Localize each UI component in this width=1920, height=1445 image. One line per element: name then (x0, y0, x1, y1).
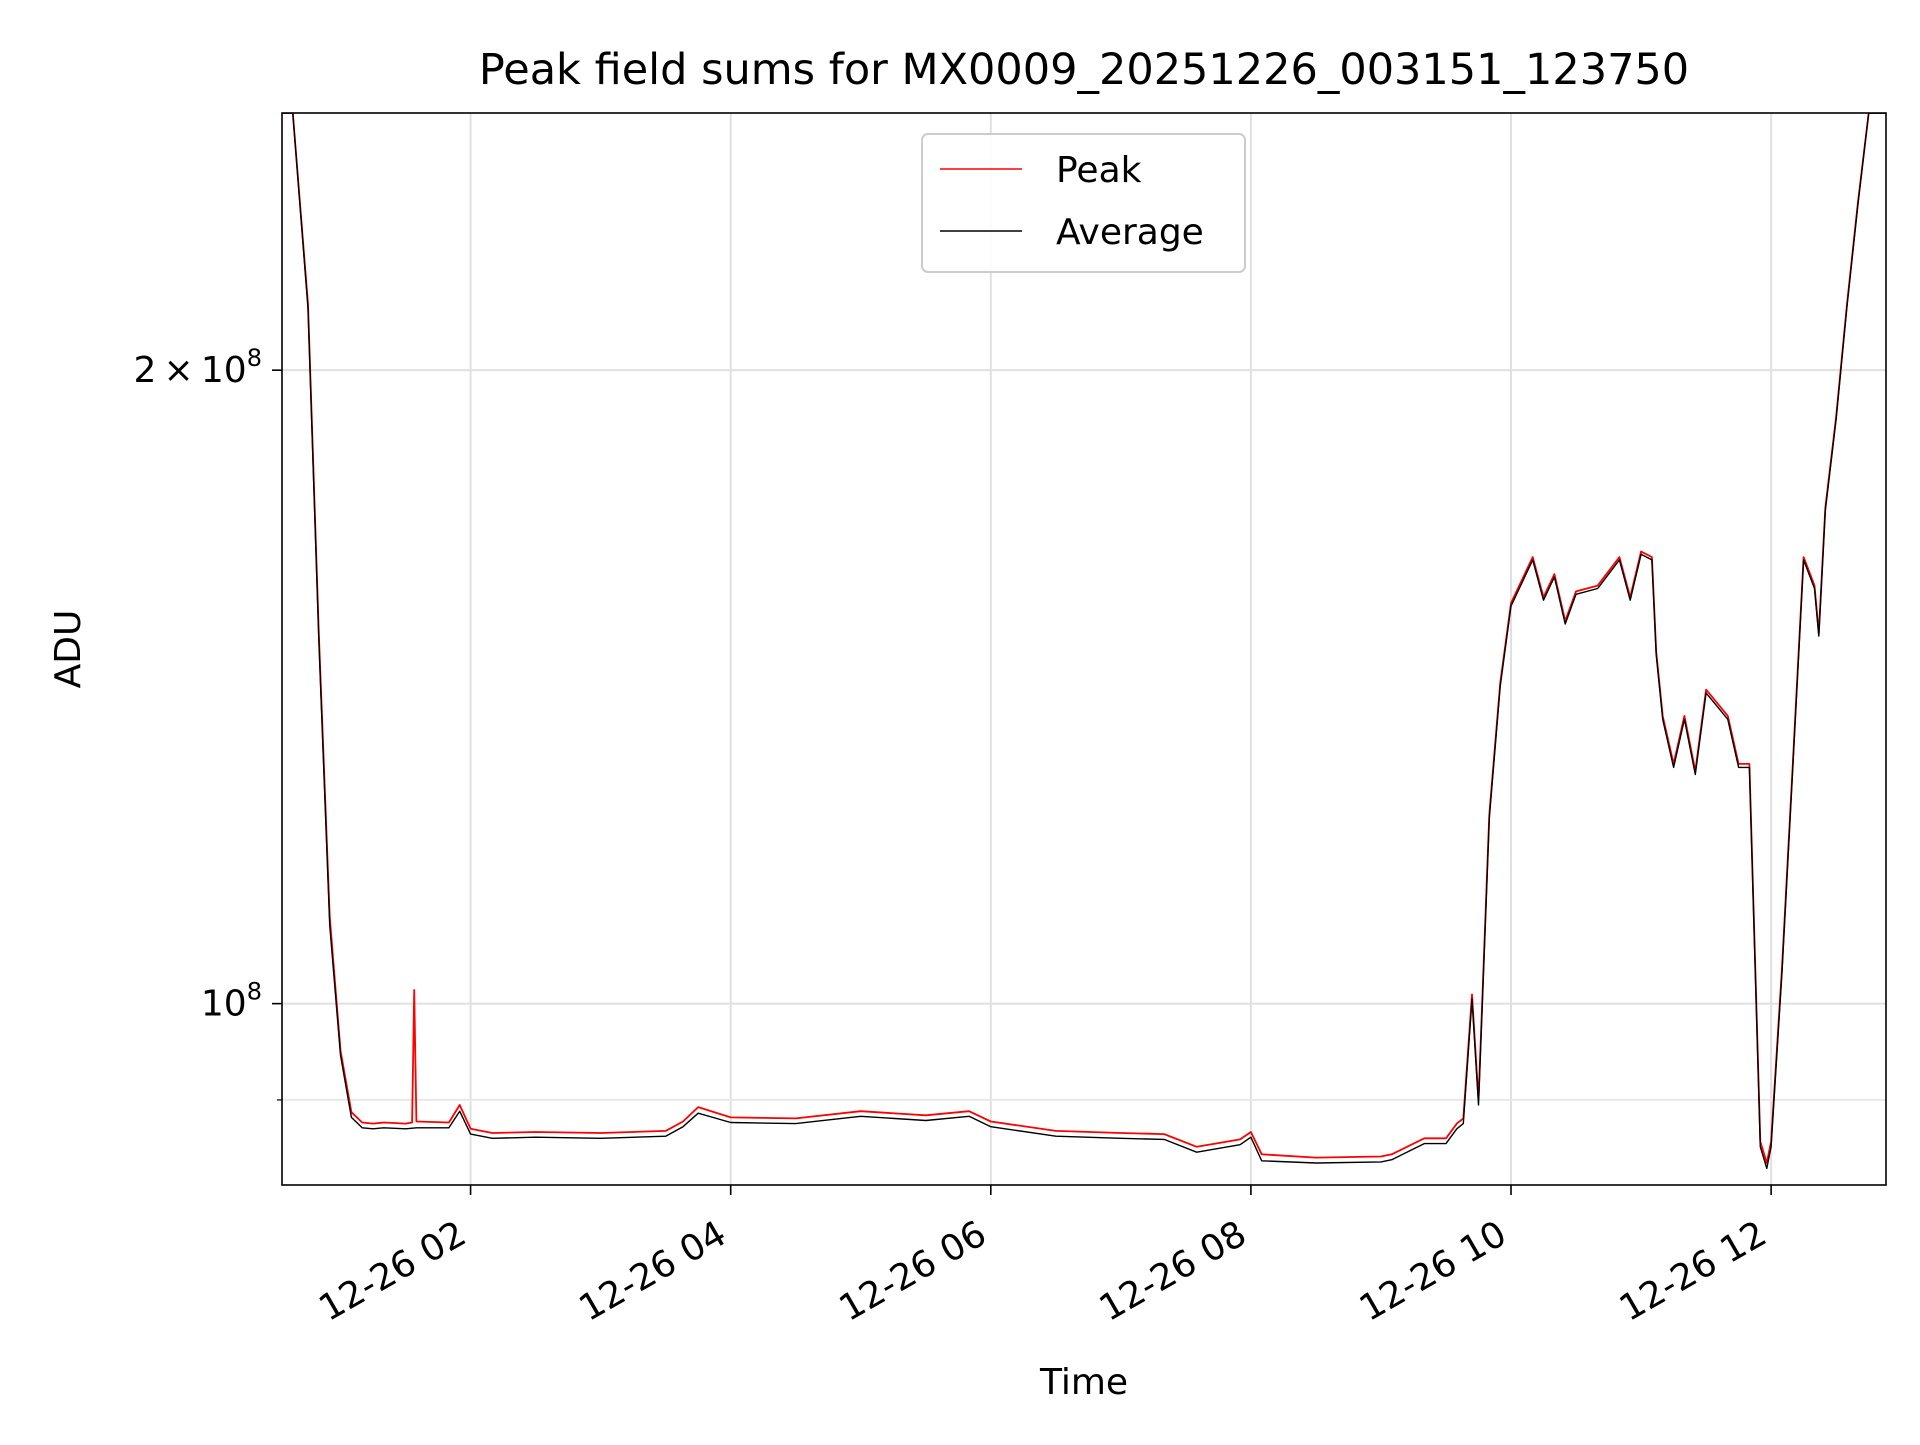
legend-label-average: Average (1056, 212, 1204, 253)
legend-label-peak: Peak (1056, 150, 1142, 191)
y-tick-label: 2 × 108 (133, 344, 262, 391)
grid-layer (282, 113, 1886, 1185)
plot-frame (281, 112, 1887, 1186)
y-axis-label: ADU (48, 610, 89, 689)
y-tick-label: 108 (201, 978, 262, 1025)
legend: Peak Average (921, 133, 1246, 273)
series-layer (282, 113, 1886, 1170)
chart-title: Peak field sums for MX0009_20251226_0031… (479, 45, 1689, 95)
series-line-peak (282, 113, 1886, 1164)
series-line-average (282, 113, 1886, 1170)
x-axis-label: Time (1039, 1362, 1128, 1403)
